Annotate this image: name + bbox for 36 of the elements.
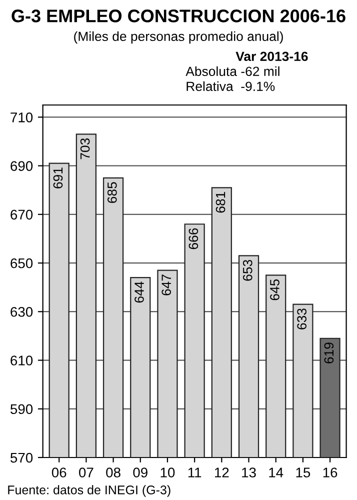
- data-label: 647: [162, 274, 172, 296]
- y-tick-label: 650: [10, 258, 33, 268]
- chart-subtitle: (Miles de personas promedio anual): [74, 31, 283, 44]
- y-tick-label: 610: [10, 356, 33, 366]
- x-tick-label: 09: [133, 468, 148, 478]
- data-label: 703: [80, 138, 90, 160]
- y-tick-label: 710: [10, 112, 33, 122]
- text: Absoluta -62 mil: [186, 66, 280, 76]
- y-tick-label: 630: [10, 306, 33, 317]
- source-note: Fuente: datos de INEGI (G-3): [8, 485, 170, 497]
- data-label: 653: [242, 260, 252, 281]
- x-tick-label: 14: [269, 468, 284, 478]
- data-label: 685: [107, 182, 117, 203]
- text: Var 2013-16: [236, 52, 308, 62]
- data-label: 619: [324, 342, 334, 364]
- data-label: 666: [188, 228, 198, 250]
- y-tick-label: 670: [10, 210, 33, 220]
- y-tick-label: 690: [10, 161, 33, 171]
- data-label: 691: [53, 168, 63, 188]
- x-tick-label: 15: [296, 468, 310, 478]
- x-tick-label: 10: [160, 468, 175, 478]
- y-tick-label: 570: [10, 452, 33, 463]
- x-tick-label: 07: [79, 468, 94, 478]
- data-label: 633: [297, 308, 306, 330]
- x-tick-label: 11: [188, 468, 202, 478]
- x-tick-label: 08: [106, 468, 120, 478]
- data-label: 645: [270, 279, 280, 300]
- x-tick-label: 13: [242, 468, 256, 478]
- data-label: 681: [216, 192, 226, 213]
- data-label: 644: [134, 282, 144, 303]
- x-tick-label: 16: [323, 468, 338, 478]
- text: Relativa -9.1%: [186, 81, 275, 92]
- chart-title: G-3 EMPLEO CONSTRUCCION 2006-16: [12, 10, 346, 22]
- x-tick-label: 12: [214, 468, 229, 478]
- x-tick-label: 06: [52, 468, 66, 478]
- y-tick-label: 590: [10, 404, 33, 414]
